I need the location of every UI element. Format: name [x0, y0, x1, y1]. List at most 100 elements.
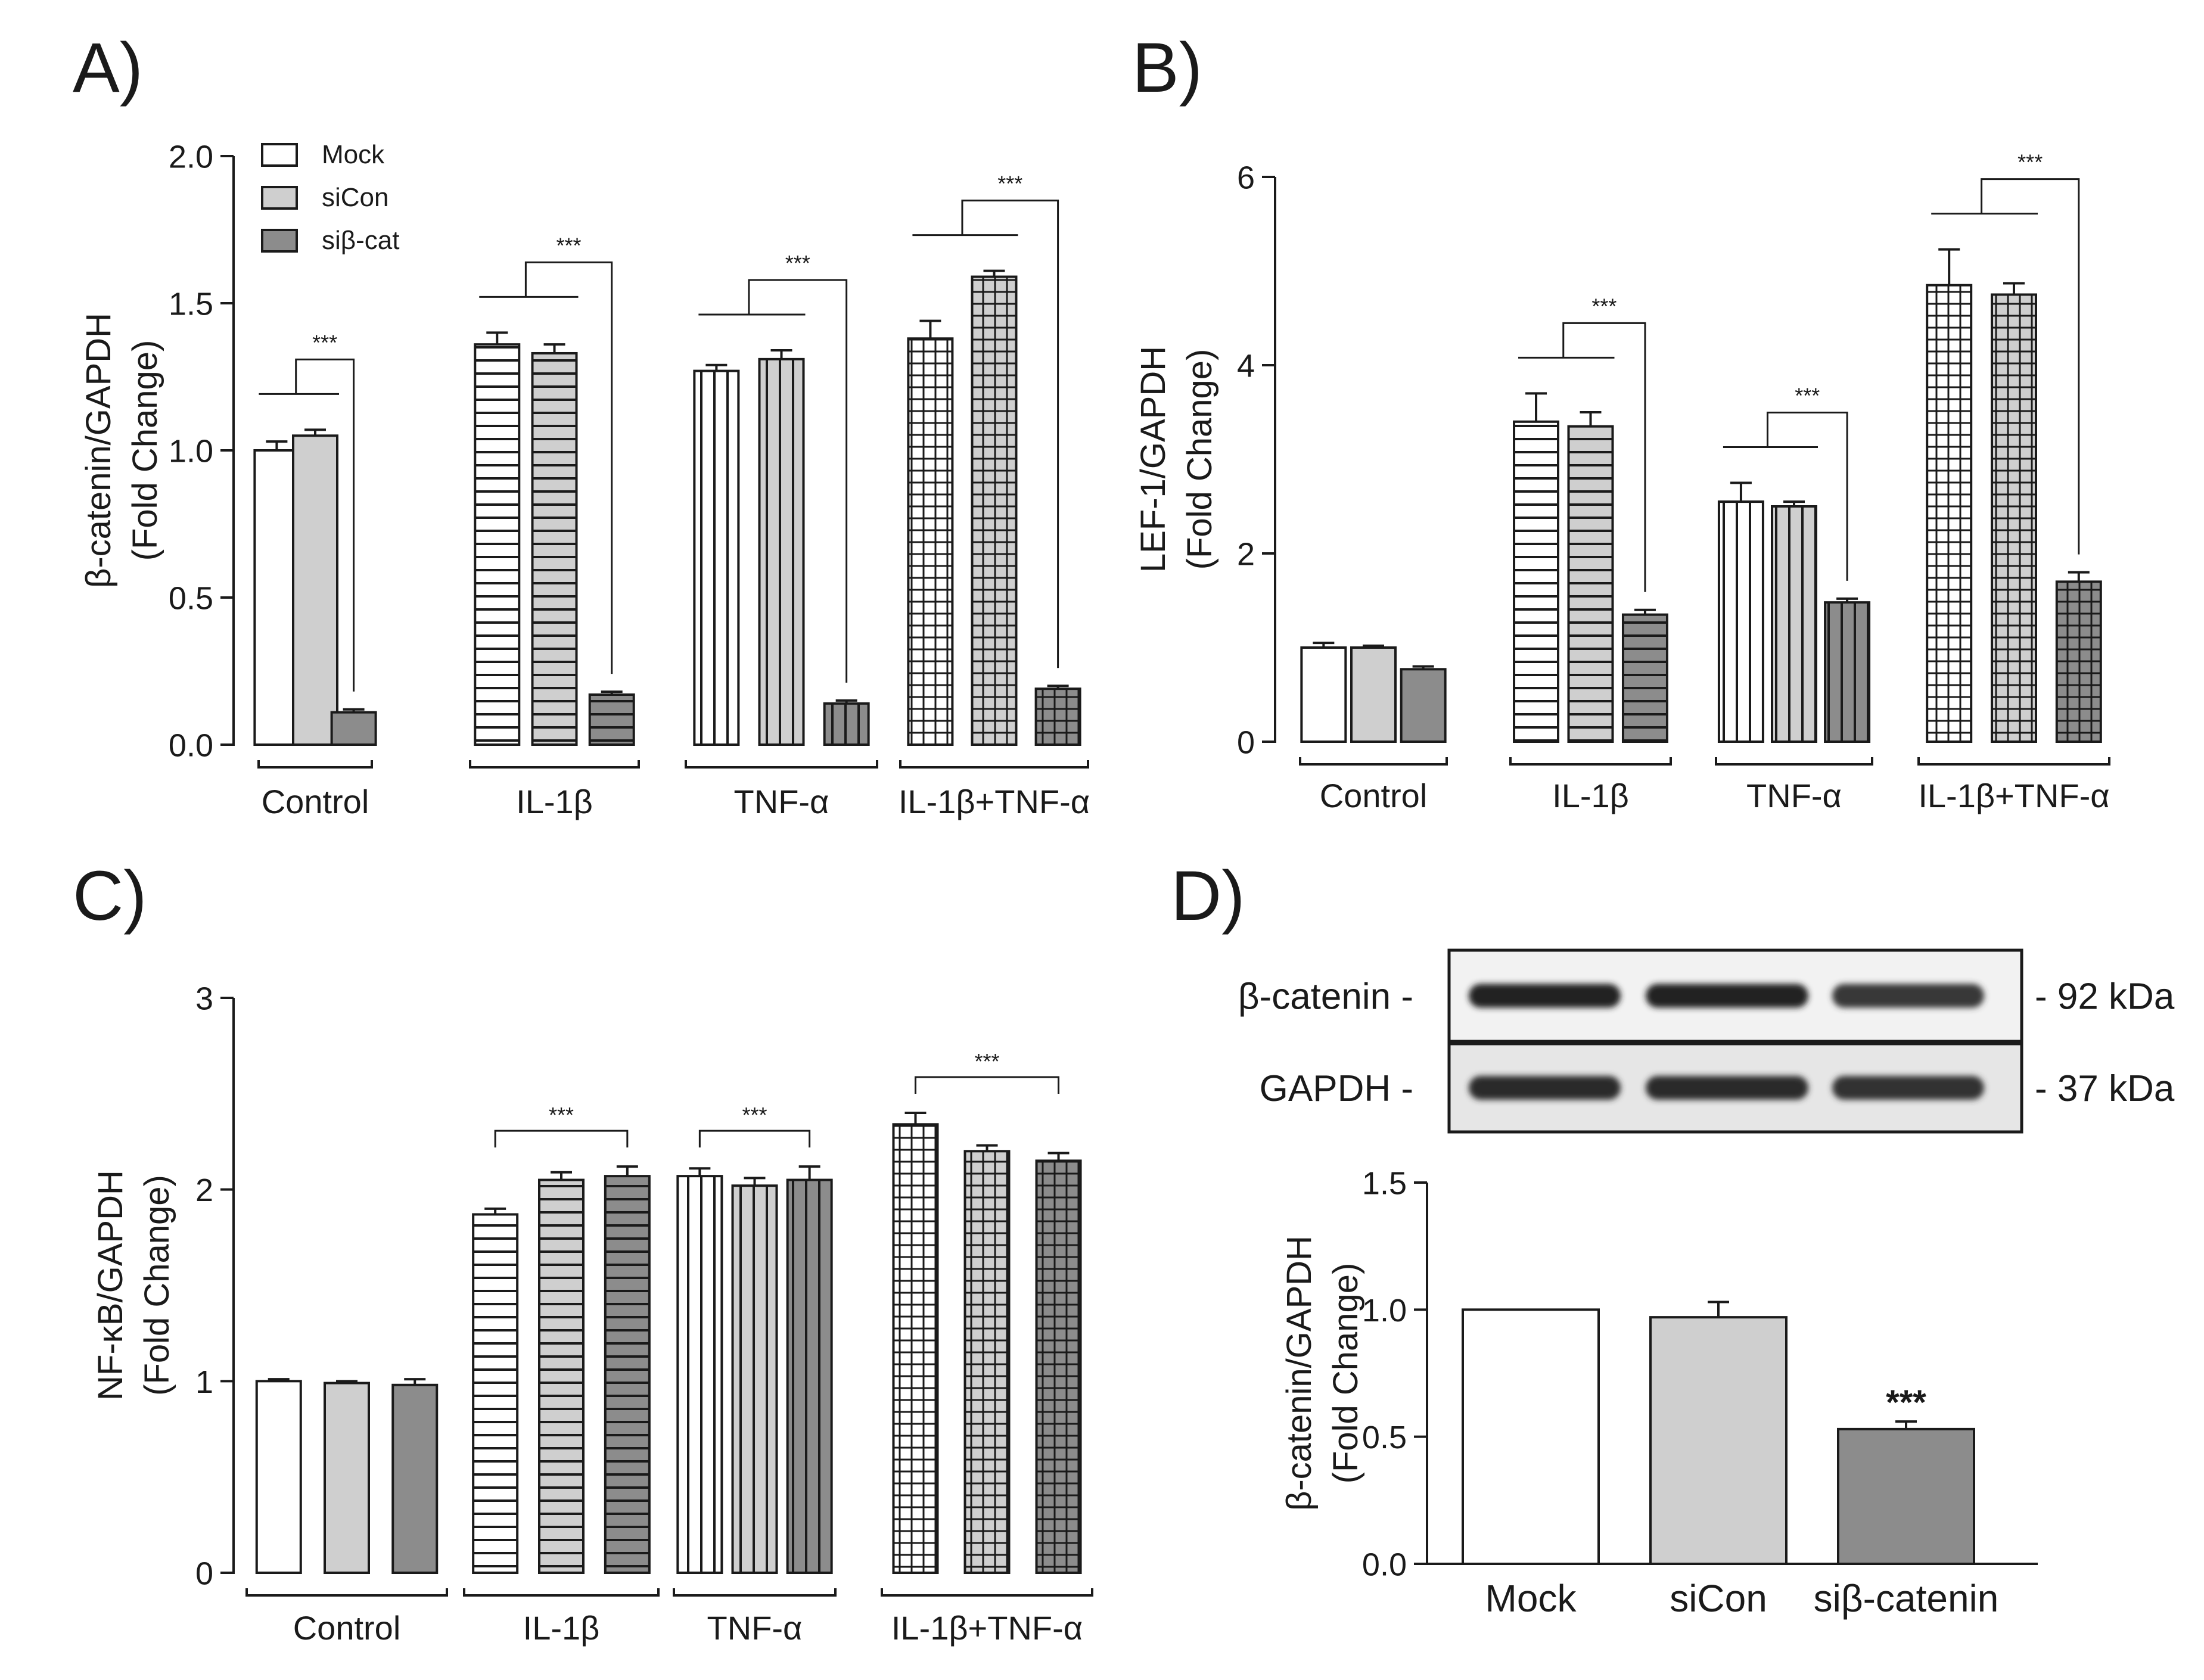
category-label-sicon: siCon	[1670, 1577, 1767, 1620]
bar-il-1-tnf-sicon-pattern	[1992, 294, 2036, 742]
significance-label-il-1: ***	[549, 1103, 574, 1127]
panel-letter-c: C)	[73, 857, 147, 935]
bar-il-1-tnf-mock-outline	[892, 1123, 939, 1575]
bar-tnf-mock-outline	[676, 1175, 723, 1574]
bar-mock-outline	[1462, 1308, 1600, 1565]
bar-il-1-tnf-sicon-outline	[963, 1150, 1011, 1575]
bar-sicon	[1650, 1317, 1786, 1564]
significance-label-il-1-tnf: ***	[997, 172, 1022, 196]
bar-il-1-tnf-mock-pattern	[908, 338, 953, 745]
significance-bracket-tnf	[1766, 412, 1848, 581]
category-bracket-il-1	[469, 760, 640, 769]
bar-control-sicon	[293, 435, 337, 745]
bar-si-catenin-outline	[1837, 1427, 1975, 1566]
significance-bracket-il-1	[524, 261, 613, 674]
category-label-il-1: IL-1β	[1552, 777, 1629, 814]
y-axis-subtitle: (Fold Change)	[126, 340, 164, 561]
bar-control-si-cat	[331, 712, 376, 745]
bar-il-1-tnf-si-cat-pattern	[1036, 689, 1080, 745]
bar-il-1-si-cat-outline	[1621, 613, 1668, 743]
bar-il-1-mock-outline	[1513, 420, 1560, 743]
category-label-il-1-tnf: IL-1β+TNF-α	[891, 1609, 1083, 1647]
significance-label-il-1-tnf: ***	[974, 1049, 999, 1074]
bar-sicon-outline	[1649, 1316, 1788, 1565]
y-axis-subtitle: (Fold Change)	[1326, 1263, 1365, 1484]
significance-bracket-il-1-tnf	[914, 1076, 1060, 1094]
y-tick-label: 4	[1237, 348, 1255, 384]
bar-il-1-si-cat-pattern	[1622, 614, 1667, 742]
bar-il-1-mock-pattern	[475, 344, 520, 745]
category-label-il-1-tnf: IL-1β+TNF-α	[899, 783, 1090, 820]
bar-tnf-sicon-outline	[758, 357, 805, 746]
charts: 0.00.51.01.52.0β-catenin/GAPDH (Fold Chan…	[79, 139, 2110, 1647]
bar-tnf-mock-pattern	[694, 371, 739, 745]
bar-tnf-sicon-pattern	[759, 359, 804, 745]
category-label-control: Control	[1320, 777, 1428, 814]
bar-control-sicon	[1351, 648, 1395, 742]
significance-label-tnf: ***	[785, 251, 810, 275]
bar-control-sicon-outline	[1350, 646, 1397, 743]
bar-tnf-si-cat-pattern	[787, 1180, 832, 1573]
blot-band-gapdh-lane-3	[1832, 1076, 1984, 1100]
significance-label-il-1: ***	[1591, 294, 1617, 318]
category-bracket-control	[257, 760, 373, 769]
significance-bracket-il-1	[1562, 322, 1646, 592]
bar-tnf-si-cat-outline	[823, 702, 870, 746]
bar-il-1-sicon-pattern	[539, 1180, 583, 1573]
bar-il-1-tnf-si-cat-outline	[1035, 1159, 1082, 1574]
bar-il-1-sicon-outline	[538, 1178, 585, 1575]
y-tick-label: 3	[195, 981, 213, 1016]
bar-tnf-mock-pattern	[1718, 502, 1763, 742]
category-bracket-tnf	[673, 1588, 837, 1597]
significance-bracket-il-1	[494, 1130, 629, 1148]
bar-si-catenin	[1838, 1429, 1974, 1564]
y-axis-subtitle: (Fold Change)	[138, 1175, 176, 1396]
category-bracket-il-1	[1509, 757, 1672, 766]
y-tick-label: 0.0	[169, 727, 213, 763]
bar-tnf-si-cat-outline	[786, 1178, 833, 1575]
bar-il-1-tnf-sicon-outline	[1991, 293, 2037, 743]
blot-protein-label-catenin: β-catenin -	[1238, 976, 1413, 1018]
significance-label-tnf: ***	[742, 1103, 767, 1127]
bar-control-mock	[254, 450, 299, 745]
western-blot: β-catenin - - 92 kDa GAPDH - - 37 kDa	[1238, 948, 2175, 1134]
blot-protein-label-gapdh: GAPDH -	[1260, 1068, 1413, 1109]
bar-il-1-sicon-outline	[1567, 425, 1614, 743]
y-tick-label: 2	[195, 1172, 213, 1208]
legend-swatch-sicon	[261, 186, 298, 210]
bar-il-1-sicon-outline	[531, 351, 578, 746]
blot-band-catenin-lane-2	[1646, 984, 1808, 1008]
bar-control-sicon	[325, 1383, 369, 1573]
category-label-il-1: IL-1β	[523, 1609, 600, 1647]
bar-tnf-sicon-pattern	[1772, 506, 1816, 742]
bar-tnf-sicon-outline	[1771, 505, 1817, 743]
bar-il-1-mock-pattern	[473, 1214, 518, 1573]
significance-bracket-il-1-tnf	[1981, 178, 2080, 555]
y-tick-label: 1	[195, 1364, 213, 1400]
y-tick-label: 1.5	[1362, 1165, 1407, 1201]
legend-label-sicat: siβ-cat	[322, 226, 399, 255]
bar-tnf-sicon-pattern	[732, 1186, 777, 1573]
bar-tnf-mock-outline	[1717, 500, 1764, 743]
chart-panel-c: 0 1 2 3 NF-κB/GAPDH (Fold Change) Control IL-1β…	[91, 981, 1093, 1647]
bar-il-1-tnf-mock-outline	[1926, 284, 1973, 743]
y-tick-label: 1.5	[169, 286, 213, 322]
significance-bracket-tnf	[748, 279, 848, 683]
y-axis-title: β-catenin/GAPDH	[79, 313, 118, 588]
bar-tnf-si-cat-outline	[1824, 601, 1871, 743]
legend-swatch-sicat	[261, 229, 298, 253]
bar-il-1-mock-outline	[474, 343, 521, 746]
legend: Mock siCon siβ-cat	[261, 140, 399, 255]
legend-label-mock: Mock	[322, 140, 385, 169]
y-tick-label: 0.5	[1362, 1420, 1407, 1455]
bar-il-1-tnf-sicon-outline	[971, 275, 1018, 746]
category-bracket-control	[245, 1588, 448, 1597]
bar-il-1-si-cat-outline	[588, 693, 635, 746]
bar-control-si-cat-outline	[391, 1383, 439, 1574]
y-tick-label: 0.0	[1362, 1547, 1407, 1582]
significance-label-control: ***	[312, 330, 337, 354]
significance-label-si-catenin: ***	[1886, 1383, 1926, 1422]
significance-label-il-1-tnf: ***	[2018, 150, 2043, 175]
